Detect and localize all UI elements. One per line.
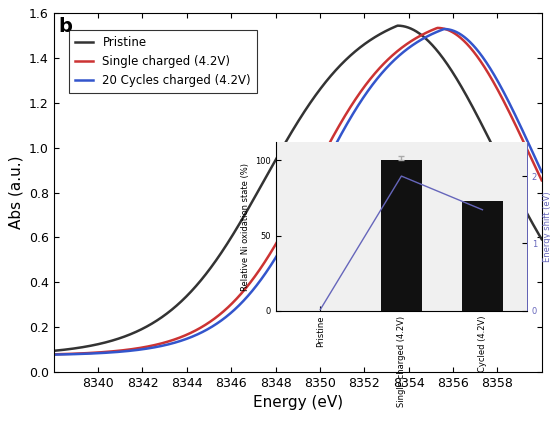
20 Cycles charged (4.2V) bbox=[51, 352, 57, 357]
Single charged (4.2V) bbox=[275, 238, 282, 243]
20 Cycles charged (4.2V) bbox=[441, 27, 448, 32]
Single charged (4.2V) bbox=[524, 148, 531, 153]
Single charged (4.2V) bbox=[434, 25, 441, 30]
Line: Pristine: Pristine bbox=[54, 26, 542, 351]
20 Cycles charged (4.2V) bbox=[538, 169, 545, 174]
Pristine bbox=[75, 345, 82, 350]
20 Cycles charged (4.2V) bbox=[434, 29, 441, 34]
Single charged (4.2V) bbox=[51, 352, 57, 357]
X-axis label: Energy (eV): Energy (eV) bbox=[252, 395, 343, 410]
Single charged (4.2V) bbox=[525, 148, 531, 153]
20 Cycles charged (4.2V) bbox=[524, 139, 531, 144]
20 Cycles charged (4.2V) bbox=[288, 229, 294, 234]
Pristine bbox=[538, 237, 545, 242]
Single charged (4.2V) bbox=[75, 351, 82, 356]
20 Cycles charged (4.2V) bbox=[275, 251, 282, 256]
Single charged (4.2V) bbox=[435, 25, 442, 30]
Line: Single charged (4.2V): Single charged (4.2V) bbox=[54, 28, 542, 354]
Pristine bbox=[288, 131, 294, 136]
Legend: Pristine, Single charged (4.2V), 20 Cycles charged (4.2V): Pristine, Single charged (4.2V), 20 Cycl… bbox=[69, 30, 257, 93]
Pristine bbox=[394, 23, 401, 28]
20 Cycles charged (4.2V) bbox=[525, 139, 531, 144]
Pristine bbox=[524, 212, 531, 217]
Pristine bbox=[525, 212, 531, 217]
Y-axis label: Energy shift (eV): Energy shift (eV) bbox=[543, 191, 550, 262]
Single charged (4.2V) bbox=[288, 214, 294, 219]
Pristine bbox=[435, 49, 442, 54]
Y-axis label: Abs (a.u.): Abs (a.u.) bbox=[8, 156, 23, 229]
Pristine bbox=[275, 153, 282, 158]
Pristine bbox=[51, 348, 57, 353]
20 Cycles charged (4.2V) bbox=[75, 352, 82, 357]
Line: 20 Cycles charged (4.2V): 20 Cycles charged (4.2V) bbox=[54, 29, 542, 354]
Single charged (4.2V) bbox=[538, 178, 545, 183]
Text: b: b bbox=[59, 17, 73, 36]
